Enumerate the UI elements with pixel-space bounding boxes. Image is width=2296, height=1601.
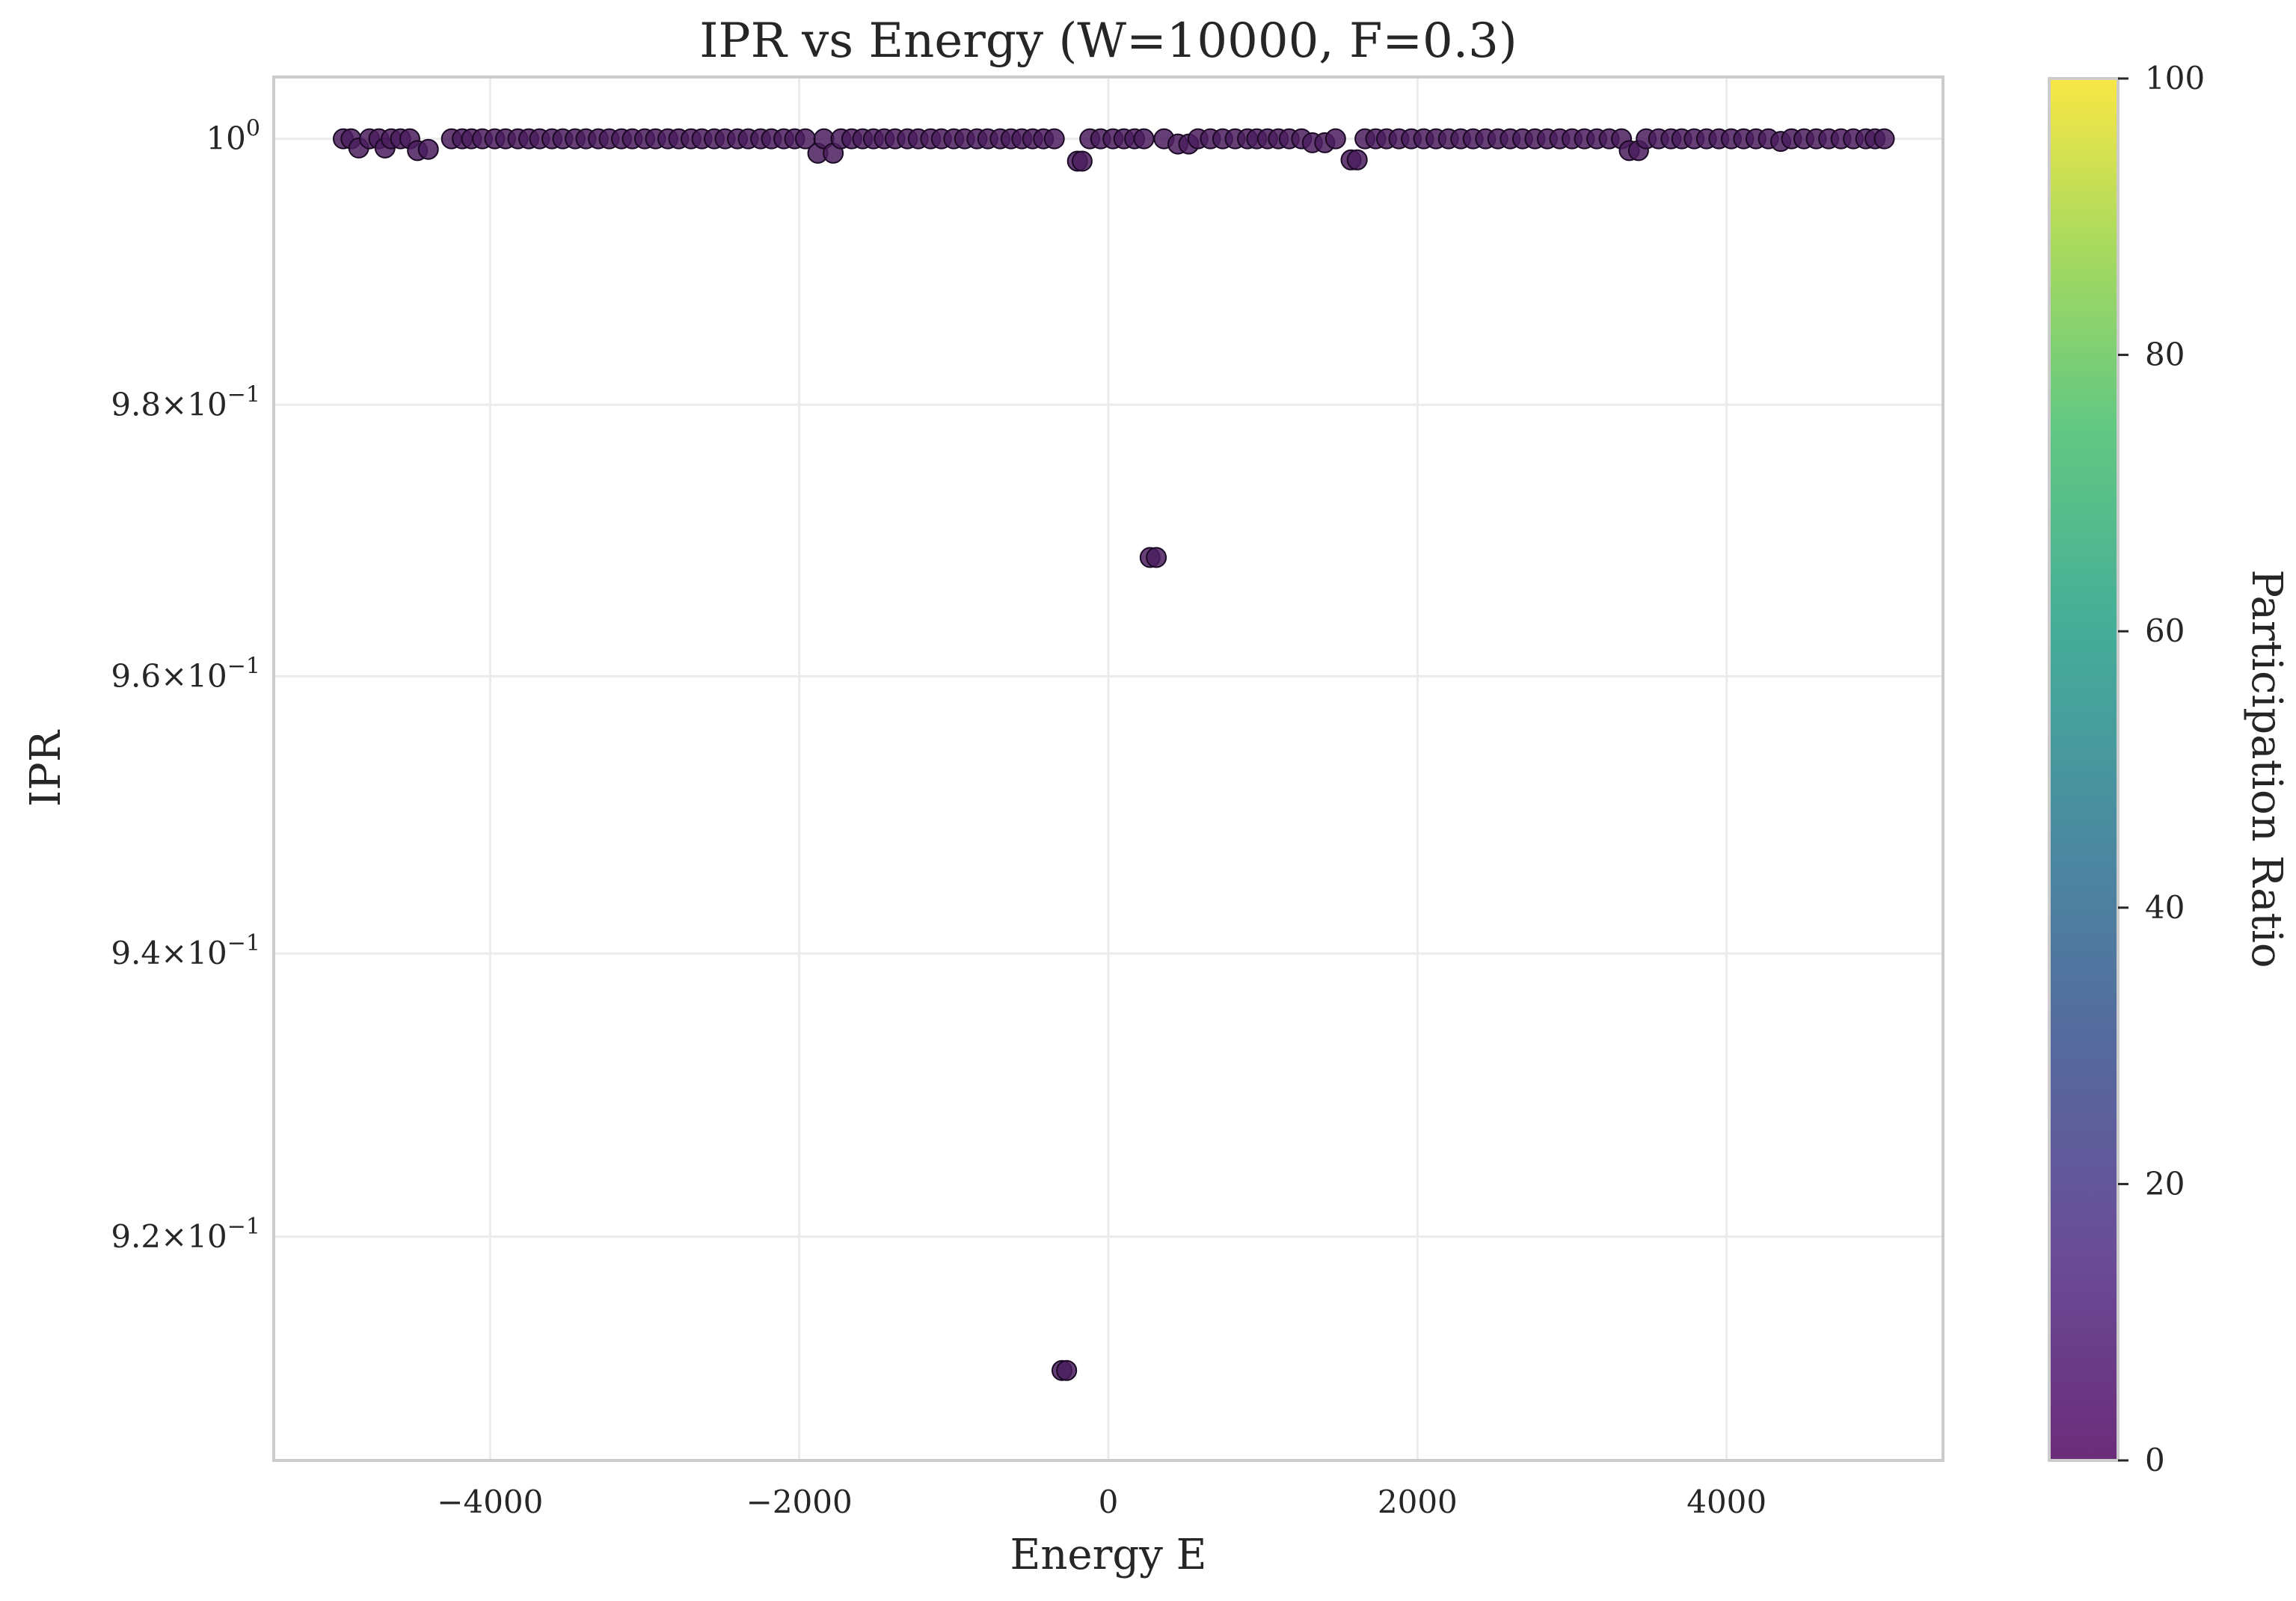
x-tick-label: −4000 [437, 1484, 543, 1520]
colorbar-tick-label: 100 [2145, 60, 2205, 96]
scatter-point [1873, 128, 1895, 150]
scatter-point [417, 138, 439, 160]
colorbar-label: Participation Ratio [2242, 569, 2291, 968]
scatter-point [1146, 547, 1167, 568]
chart-title: IPR vs Energy (W=10000, F=0.3) [699, 13, 1517, 69]
colorbar-tick-label: 40 [2145, 889, 2185, 926]
x-axis-label: Energy E [1010, 1531, 1206, 1579]
scatter-point [1071, 150, 1093, 172]
scatter-point [1133, 128, 1155, 150]
x-axis-ticks: −4000 −2000 0 2000 4000 [437, 1484, 1766, 1520]
colorbar-tick-label: 60 [2145, 612, 2185, 649]
plot-frame [272, 76, 1944, 1462]
colorbar [2048, 77, 2119, 1462]
y-tick-label: 9.8×10−1 [111, 381, 260, 422]
y-tick-label: 100 [206, 116, 260, 157]
y-tick-label: 9.4×10−1 [111, 930, 260, 971]
scatter-point [1325, 128, 1346, 150]
x-tick-label: 4000 [1686, 1484, 1766, 1520]
colorbar-tick-label: 80 [2145, 337, 2185, 373]
scatter-point [1043, 128, 1065, 150]
x-tick-label: 0 [1099, 1484, 1119, 1520]
scatter-point [1056, 1359, 1078, 1381]
y-tick-label: 9.2×10−1 [111, 1214, 260, 1255]
colorbar-ticks: 0 20 40 60 80 100 [2118, 60, 2205, 1478]
x-tick-label: −2000 [746, 1484, 853, 1520]
x-tick-label: 2000 [1378, 1484, 1458, 1520]
colorbar-tick-label: 20 [2145, 1165, 2185, 1202]
y-tick-label: 9.6×10−1 [111, 653, 260, 694]
scatter-point [1346, 149, 1368, 170]
grid-lines [274, 77, 1943, 1460]
y-axis-ticks: 100 9.8×10−1 9.6×10−1 9.4×10−1 9.2×10−1 [111, 116, 260, 1255]
y-axis-label: IPR [22, 729, 70, 807]
scatter-points [333, 128, 1895, 1381]
colorbar-tick-label: 0 [2145, 1442, 2165, 1478]
